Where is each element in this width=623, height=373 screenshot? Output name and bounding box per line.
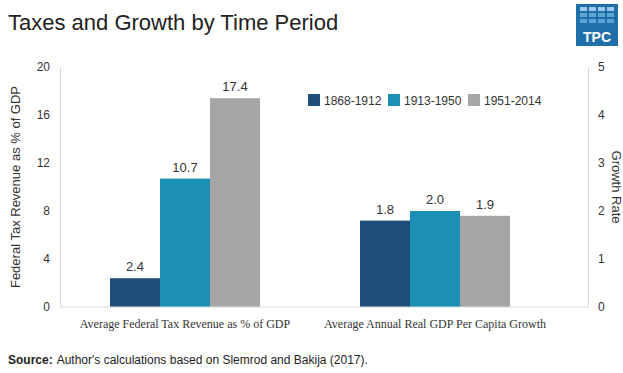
legend-swatch xyxy=(388,94,400,106)
tick: 4 xyxy=(588,108,605,122)
logo-cell xyxy=(598,7,605,11)
tick-label: 0 xyxy=(598,300,605,314)
y-axis-title: Federal Tax Revenue as % of GDP xyxy=(8,86,23,288)
data-labels: 2.4 10.7 17.4 1.8 2.0 1.9 xyxy=(126,79,494,274)
tick: 4 xyxy=(43,252,60,266)
tick: Average Annual Real GDP Per Capita Growt… xyxy=(324,307,546,331)
data-label: 10.7 xyxy=(172,160,197,175)
category-label: Average Federal Tax Revenue as % of GDP xyxy=(80,317,291,331)
legend-label: 1951-2014 xyxy=(484,94,542,108)
logo-cell xyxy=(607,13,614,17)
logo-cell xyxy=(589,13,596,17)
tick-label: 1 xyxy=(598,252,605,266)
bar xyxy=(460,216,510,307)
logo-cell xyxy=(580,13,587,17)
bar xyxy=(410,211,460,307)
tick: 20 xyxy=(37,60,60,74)
tick: 5 xyxy=(588,60,605,74)
logo-cell xyxy=(607,7,614,11)
baseline xyxy=(60,307,588,308)
data-label: 1.9 xyxy=(476,197,494,212)
legend-item: 1913-1950 xyxy=(388,94,462,108)
axis-line xyxy=(60,68,61,308)
data-label: 17.4 xyxy=(222,79,247,94)
source-label: Source: xyxy=(8,353,53,367)
tick: 3 xyxy=(588,156,605,170)
y-axis: 0 4 8 12 16 20 xyxy=(37,60,61,314)
tick-label: 3 xyxy=(598,156,605,170)
y2-axis-title: Growth Rate xyxy=(609,151,623,224)
logo-cell xyxy=(589,7,596,11)
logo-cell xyxy=(598,19,605,23)
axis-line xyxy=(588,68,589,308)
legend-label: 1868-1912 xyxy=(324,94,382,108)
chart: Taxes and Growth by Time Period Source: Au… xyxy=(0,0,623,373)
bar xyxy=(210,98,260,307)
logo-cell xyxy=(589,19,596,23)
tick-label: 4 xyxy=(43,252,50,266)
data-label: 2.4 xyxy=(126,259,144,274)
x-axis: Average Federal Tax Revenue as % of GDP A… xyxy=(80,307,546,331)
tick: 2 xyxy=(588,204,605,218)
tick-label: 8 xyxy=(43,204,50,218)
logo: TPC xyxy=(576,4,618,46)
tick-label: 12 xyxy=(37,156,51,170)
logo-cell xyxy=(607,19,614,23)
legend-item: 1951-2014 xyxy=(468,94,542,108)
tick-label: 4 xyxy=(598,108,605,122)
tick: Average Federal Tax Revenue as % of GDP xyxy=(80,307,291,331)
tick-label: 0 xyxy=(43,300,50,314)
source: Source: Author's calculations based on Sl… xyxy=(8,353,368,367)
tick-label: 2 xyxy=(598,204,605,218)
logo-text: TPC xyxy=(583,29,611,45)
tick-label: 20 xyxy=(37,60,51,74)
bar xyxy=(360,221,410,307)
tick-label: 5 xyxy=(598,60,605,74)
legend: 1868-1912 1913-1950 1951-2014 xyxy=(308,94,542,108)
logo-cell xyxy=(598,13,605,17)
logo-box xyxy=(576,4,618,46)
source-text: Author's calculations based on Slemrod a… xyxy=(57,353,368,367)
bar xyxy=(110,278,160,307)
bar xyxy=(160,179,210,307)
tick: 12 xyxy=(37,156,60,170)
data-label: 2.0 xyxy=(426,192,444,207)
tick: 8 xyxy=(43,204,60,218)
data-label: 1.8 xyxy=(376,202,394,217)
category-label: Average Annual Real GDP Per Capita Growt… xyxy=(324,317,546,331)
tick: 1 xyxy=(588,252,605,266)
y2-axis: 0 1 2 3 4 5 xyxy=(588,60,605,314)
logo-cell xyxy=(580,7,587,11)
bars xyxy=(110,98,510,307)
tick: 0 xyxy=(588,300,605,314)
tick: 0 xyxy=(43,300,60,314)
logo-cell xyxy=(580,19,587,23)
title: Taxes and Growth by Time Period xyxy=(8,10,338,35)
tick-label: 16 xyxy=(37,108,51,122)
legend-swatch xyxy=(468,94,480,106)
legend-swatch xyxy=(308,94,320,106)
legend-item: 1868-1912 xyxy=(308,94,382,108)
legend-label: 1913-1950 xyxy=(404,94,462,108)
tick: 16 xyxy=(37,108,60,122)
